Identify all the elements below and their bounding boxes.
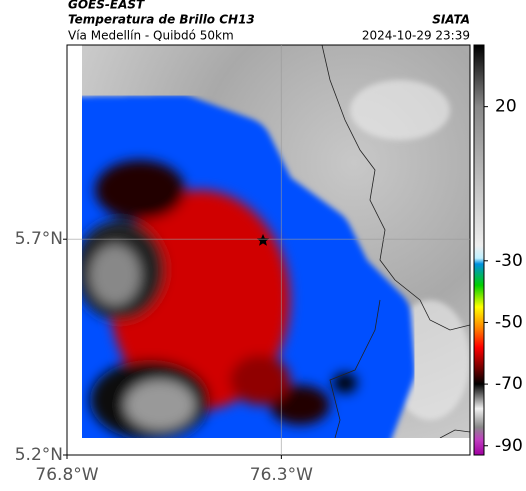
source: SIATA xyxy=(432,13,470,27)
y-tick-label: 5.2°N xyxy=(15,445,63,465)
y-tick-label: 5.7°N xyxy=(15,229,63,249)
colorbar-tick-label: -50 xyxy=(495,312,523,332)
colorbar-tick-label: -70 xyxy=(495,374,523,394)
colorbar-tick-label: -90 xyxy=(495,436,523,456)
colorbar-tick-label: 20 xyxy=(495,97,517,117)
x-tick-label: 76.8°W xyxy=(35,465,98,485)
subtitle: Temperatura de Brillo CH13 xyxy=(68,13,255,27)
colorbar xyxy=(473,44,485,456)
map-frame xyxy=(66,44,471,456)
x-tick-label: 76.3°W xyxy=(250,465,313,485)
timestamp: 2024-10-29 23:39 xyxy=(362,29,470,43)
title: GOES-EAST xyxy=(68,0,145,12)
location-marker xyxy=(256,234,270,246)
satellite-image xyxy=(82,45,470,438)
colorbar-tick-label: -30 xyxy=(495,251,523,271)
region: Vía Medellín - Quibdó 50km xyxy=(68,29,234,43)
